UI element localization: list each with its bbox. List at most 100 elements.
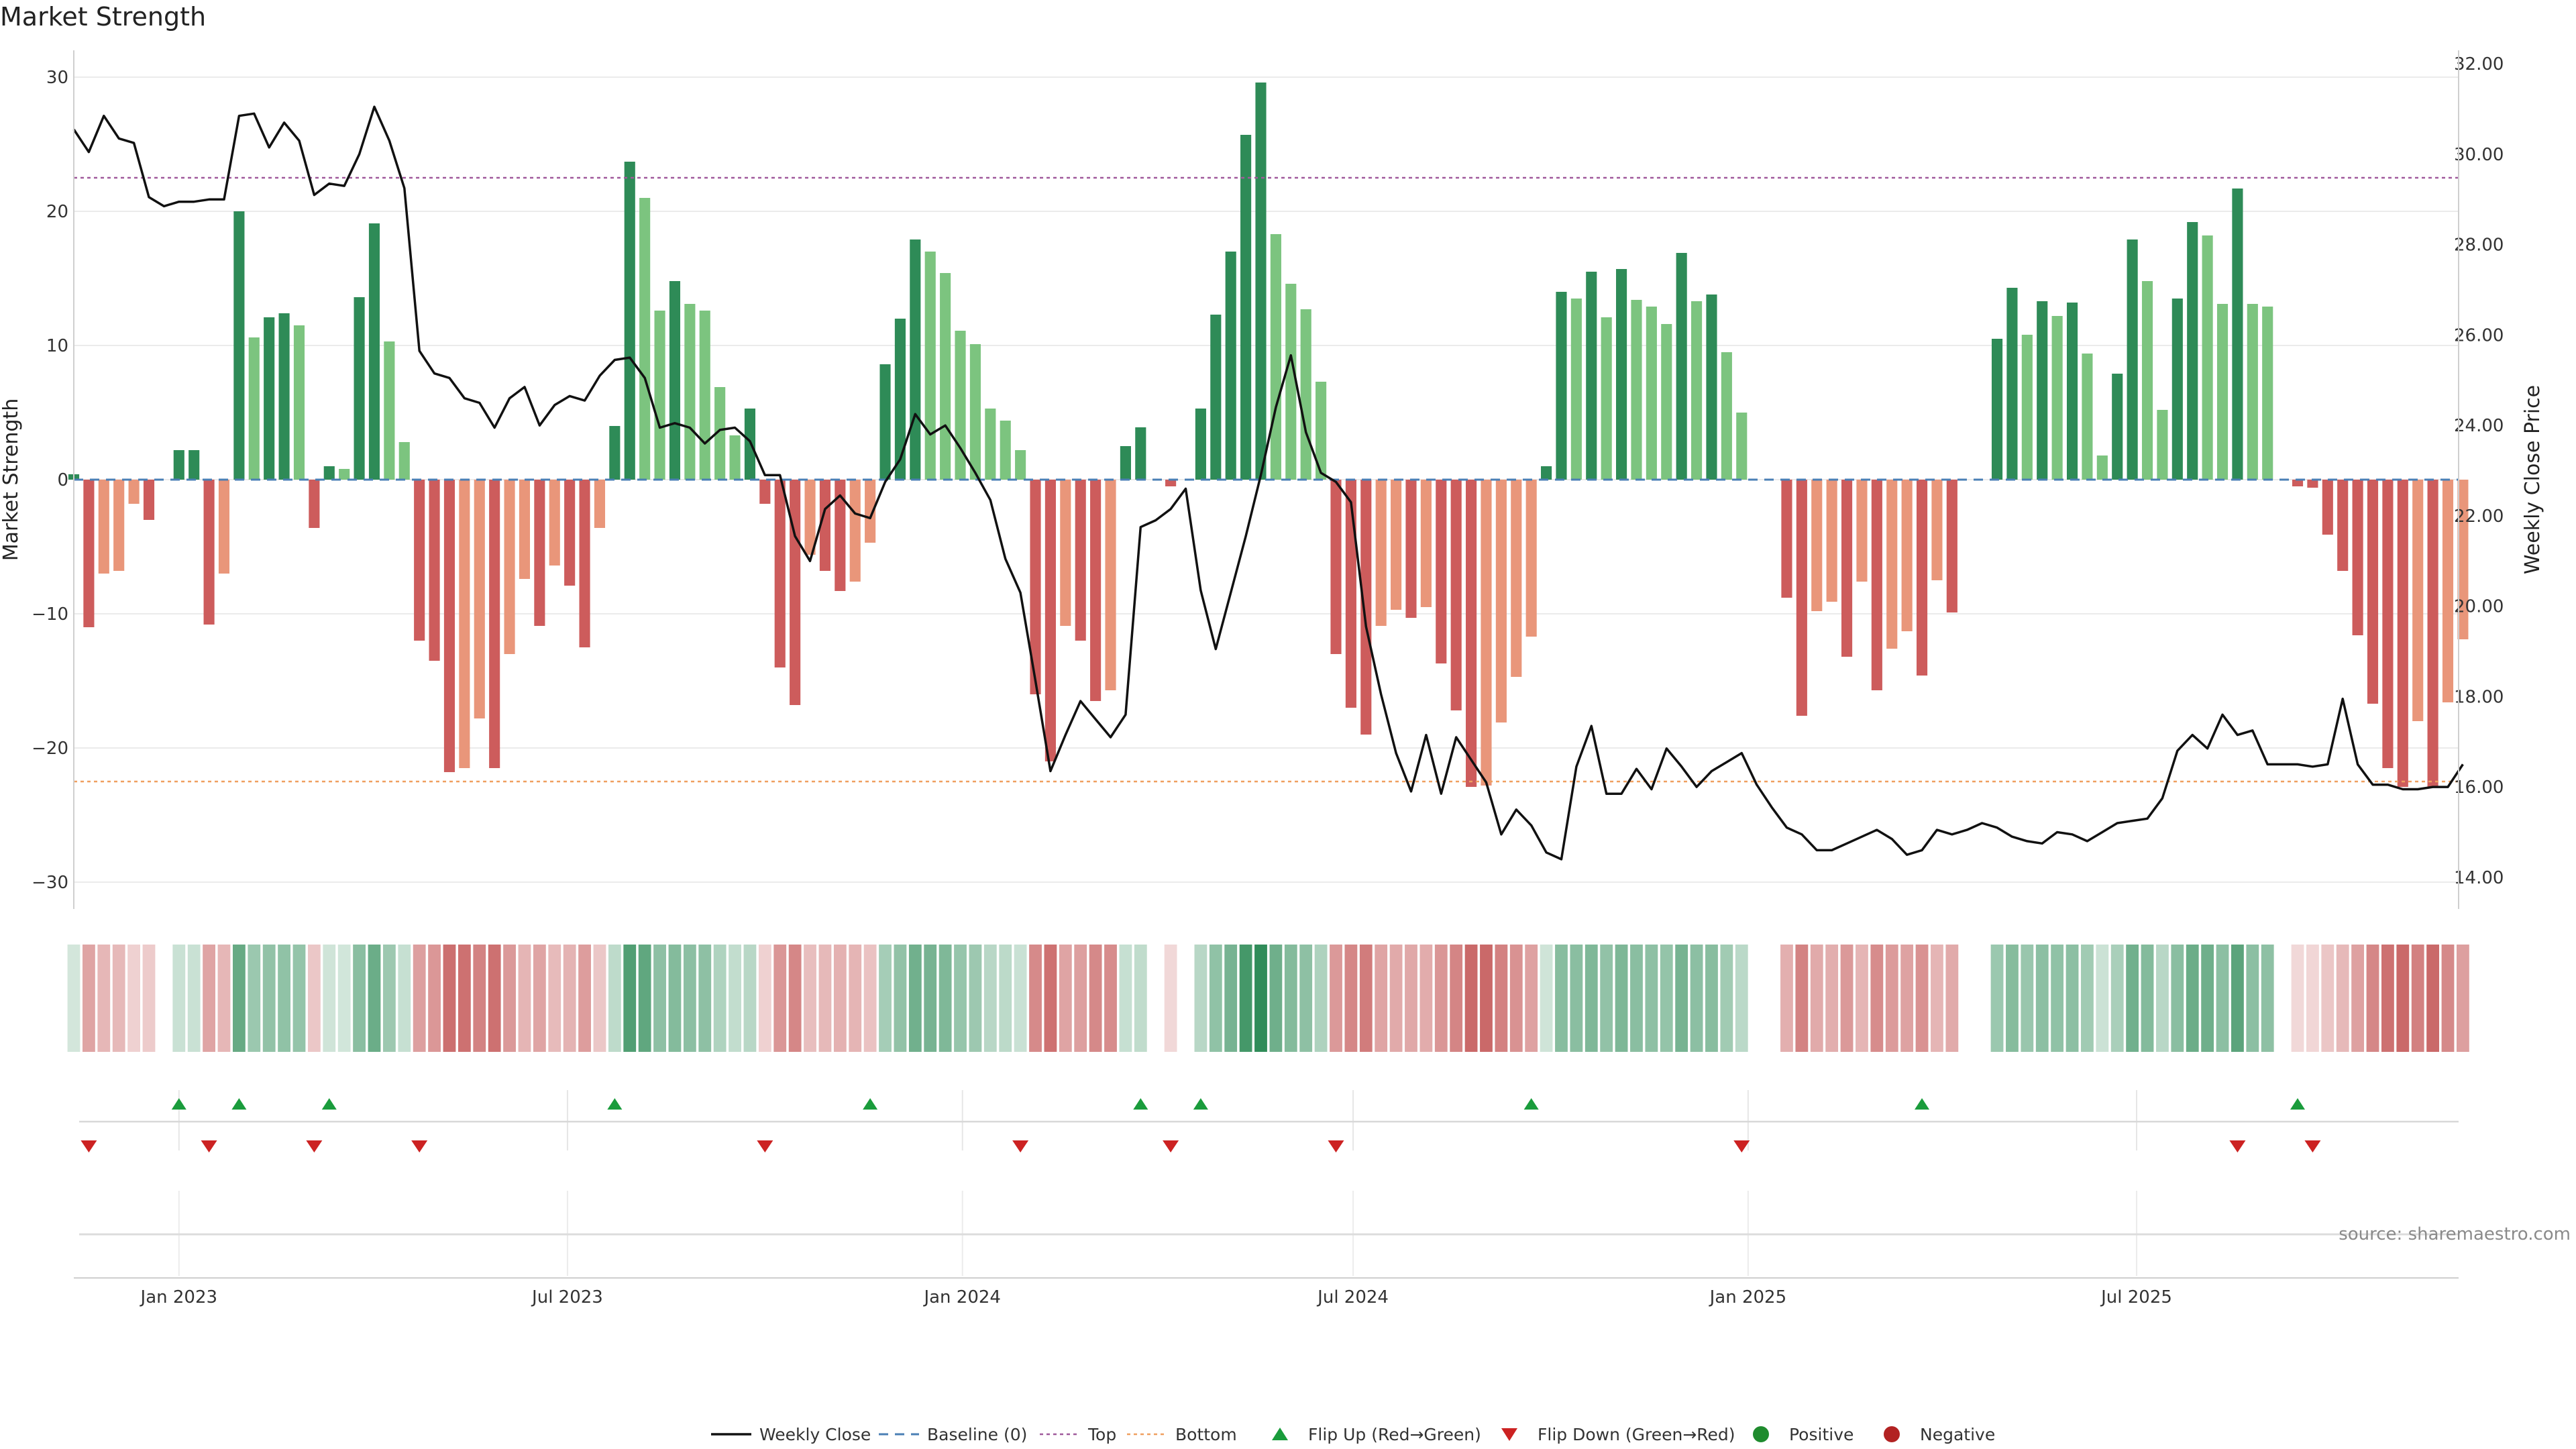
- strength-bar: [564, 480, 576, 586]
- strength-bar: [1691, 301, 1703, 480]
- strength-bar: [1781, 480, 1792, 598]
- strength-bar: [2412, 480, 2424, 721]
- flip-markers-panel: [79, 1090, 2459, 1152]
- legend-item-flip-down: Flip Down (Green→Red): [1501, 1425, 1735, 1444]
- heat-cell: [969, 945, 982, 1052]
- heat-cell: [518, 945, 531, 1052]
- strength-bar: [849, 480, 861, 582]
- heat-cell: [67, 945, 80, 1052]
- heat-cell: [232, 945, 246, 1052]
- strength-bar: [1495, 480, 1507, 722]
- heat-cell: [1194, 945, 1208, 1052]
- heat-cell: [1750, 945, 1763, 1052]
- strength-bar: [384, 341, 395, 480]
- flip-up-marker: [863, 1098, 878, 1110]
- flip-up-marker: [231, 1098, 247, 1110]
- strength-bar: [2127, 239, 2138, 480]
- legend: Weekly Close Baseline (0) Top Bottom Flip Up…: [711, 1425, 1995, 1444]
- heat-cell: [833, 945, 847, 1052]
- reference-lines: [74, 176, 2459, 783]
- heat-cell: [1720, 945, 1733, 1052]
- y-tick-right-label: 24.00: [2454, 416, 2504, 436]
- heat-cell: [1675, 945, 1688, 1052]
- heat-cell: [1735, 945, 1748, 1052]
- heat-cell: [2096, 945, 2109, 1052]
- legend-item-top: Top: [1040, 1425, 1116, 1444]
- legend-item-baseline: Baseline (0): [879, 1425, 1027, 1444]
- strength-bar: [1511, 480, 1522, 677]
- y-axis-right-title: Weekly Close Price: [2521, 385, 2544, 574]
- heat-cell: [729, 945, 741, 1052]
- y-tick-right-label: 32.00: [2454, 54, 2504, 74]
- flip-down-marker: [1733, 1140, 1750, 1152]
- flip-up-marker: [1915, 1098, 1930, 1110]
- strength-bar: [1706, 294, 1717, 480]
- bars-layer: [68, 83, 2469, 787]
- heat-cell: [1540, 945, 1553, 1052]
- legend-label: Positive: [1789, 1425, 1854, 1444]
- heat-cell: [698, 945, 712, 1052]
- y-tick-left-label: −20: [32, 739, 68, 759]
- strength-bar: [83, 480, 95, 627]
- strength-bar: [1616, 269, 1627, 480]
- weekly-close-line: [72, 105, 2464, 861]
- strength-bar: [98, 480, 109, 574]
- strength-bar: [1676, 253, 1687, 480]
- strength-bar: [1811, 480, 1823, 611]
- strength-bar: [1931, 480, 1943, 580]
- strength-bar: [549, 480, 560, 566]
- heat-cell: [818, 945, 832, 1052]
- strength-bar: [1901, 480, 1913, 631]
- strength-bar: [639, 198, 651, 480]
- strength-bar: [474, 480, 485, 718]
- strength-bar: [1541, 466, 1552, 480]
- source-label: source: sharemaestro.com: [2339, 1224, 2571, 1244]
- chart-title: Market Strength: [0, 2, 206, 32]
- heat-cell: [2276, 945, 2289, 1052]
- strength-bar: [443, 480, 455, 772]
- y-tick-right-label: 28.00: [2454, 235, 2504, 256]
- heat-cell: [1450, 945, 1463, 1052]
- heat-cell: [983, 945, 997, 1052]
- heat-cell: [1029, 945, 1042, 1052]
- strength-bar: [1450, 480, 1462, 710]
- heat-cell: [1615, 945, 1628, 1052]
- strength-bar: [1000, 421, 1011, 480]
- strength-bar: [504, 480, 515, 654]
- strength-bar: [1556, 292, 1567, 480]
- strength-bar: [1420, 480, 1432, 607]
- strength-bar: [1210, 315, 1222, 480]
- strength-bar: [774, 480, 786, 667]
- strength-bar: [1661, 324, 1672, 480]
- strength-bar: [985, 409, 996, 480]
- strength-bar: [1105, 480, 1116, 690]
- heat-cell: [1705, 945, 1718, 1052]
- strength-bar: [1030, 480, 1041, 694]
- strength-bar: [1405, 480, 1417, 618]
- heat-cell: [804, 945, 816, 1052]
- heat-cell: [2366, 945, 2379, 1052]
- heat-cell: [1434, 945, 1448, 1052]
- strength-bar: [2292, 480, 2304, 486]
- strength-bar: [2307, 480, 2318, 488]
- strength-bar: [1856, 480, 1868, 582]
- heat-cell: [1870, 945, 1884, 1052]
- strength-bar: [1075, 480, 1086, 641]
- strength-bar: [1586, 272, 1597, 480]
- heat-cell: [127, 945, 141, 1052]
- strength-bar: [1060, 480, 1071, 626]
- heat-cell: [323, 945, 336, 1052]
- strength-bar: [865, 480, 876, 543]
- heat-cell: [1149, 945, 1162, 1052]
- flip-down-marker: [411, 1140, 428, 1152]
- strength-bar: [2457, 480, 2469, 639]
- strength-bar: [2171, 299, 2183, 480]
- strength-bar: [940, 273, 951, 480]
- heat-cell: [1014, 945, 1027, 1052]
- heat-cell: [1480, 945, 1493, 1052]
- heat-cell: [1344, 945, 1358, 1052]
- heat-cell: [1690, 945, 1703, 1052]
- strength-bar: [1646, 307, 1657, 480]
- heat-cell: [1359, 945, 1373, 1052]
- strength-bar: [2352, 480, 2363, 635]
